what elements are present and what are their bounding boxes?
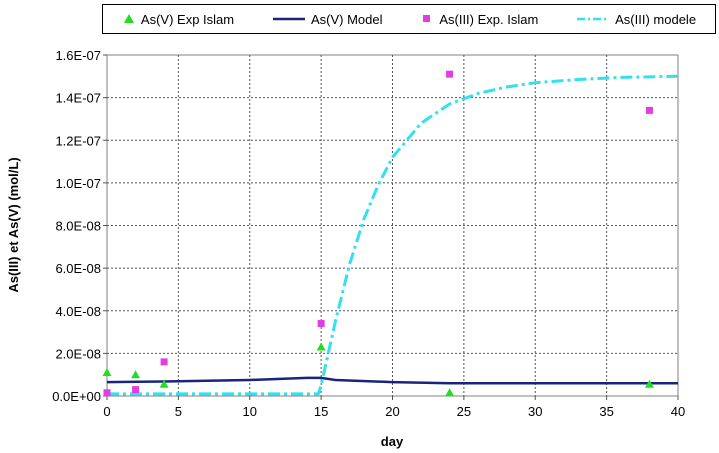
y-tick-label: 1.2E-07 <box>55 133 101 148</box>
x-tick-label: 5 <box>175 404 182 419</box>
legend-label: As(III) Exp. Islam <box>439 11 539 27</box>
series-lines <box>106 74 679 396</box>
y-tick-labels: 0.0E+00 2.0E-08 4.0E-08 6.0E-08 8.0E-08 1.0E-… <box>52 48 101 404</box>
y-tick-label: 0.0E+00 <box>52 389 101 404</box>
x-tick-label: 40 <box>671 404 685 419</box>
y-axis-label: As(III) et As(V) (mol/L) <box>6 157 21 292</box>
data-point-as-v-exp-islam <box>316 342 326 351</box>
x-axis-label: day <box>381 434 404 449</box>
x-tick-label: 30 <box>528 404 542 419</box>
legend-swatch-as-v-exp-islam <box>123 14 134 23</box>
series-line-as-v-model <box>106 376 678 385</box>
x-tick-label: 35 <box>599 404 613 419</box>
x-tick-label: 25 <box>457 404 471 419</box>
legend-marker-sample <box>423 15 431 22</box>
legend-marker-sample <box>123 14 134 23</box>
data-point-as-iii-exp-islam <box>645 106 653 114</box>
data-point-as-v-exp-islam <box>131 370 141 379</box>
data-point-as-v-exp-islam <box>644 379 654 388</box>
legend-swatch-as-iii-modele <box>577 17 610 21</box>
y-tick-label: 2.0E-08 <box>55 346 101 361</box>
series-markers <box>102 70 654 397</box>
legend-label: As(III) modele <box>615 11 697 27</box>
data-point-as-v-exp-islam <box>102 368 112 377</box>
y-tick-label: 4.0E-08 <box>55 304 101 319</box>
y-tick-label: 6.0E-08 <box>55 261 101 276</box>
data-point-as-iii-exp-islam <box>317 320 325 328</box>
legend-swatch-as-iii-exp-islam <box>423 15 431 22</box>
legend-label: As(V) Exp Islam <box>140 11 235 27</box>
data-point-as-v-exp-islam <box>159 379 169 388</box>
x-tick-labels: 0 5 10 15 20 25 30 35 40 <box>103 404 685 419</box>
legend-item-as-iii-exp-islam: As(III) Exp. Islam <box>420 12 538 27</box>
legend-label: As(V) Model <box>310 11 383 27</box>
y-tick-label: 1.0E-07 <box>55 176 101 191</box>
legend-item-as-v-model: As(V) Model <box>272 11 383 27</box>
x-tick-label: 0 <box>103 404 110 419</box>
legend-item-as-iii-modele: As(III) modele <box>576 12 696 27</box>
grid <box>103 54 679 400</box>
y-tick-label: 8.0E-08 <box>55 219 101 234</box>
data-point-as-iii-exp-islam <box>103 389 111 397</box>
data-point-as-iii-exp-islam <box>160 358 168 366</box>
y-tick-label: 1.6E-07 <box>55 48 101 63</box>
y-tick-label: 1.4E-07 <box>55 91 101 106</box>
x-tick-label: 15 <box>314 404 328 419</box>
x-tick-label: 20 <box>385 404 399 419</box>
series-line-as-iii-modele <box>107 74 679 396</box>
x-tick-label: 10 <box>243 404 257 419</box>
data-point-as-iii-exp-islam <box>446 70 454 78</box>
legend-item-as-v-exp-islam: As(V) Exp Islam <box>122 12 234 27</box>
legend: As(V) Exp Islam As(V) Model As(III) Exp. I… <box>102 4 716 34</box>
data-point-as-iii-exp-islam <box>132 386 140 394</box>
legend-swatch-as-v-model <box>272 17 305 21</box>
data-point-as-v-exp-islam <box>445 388 455 397</box>
